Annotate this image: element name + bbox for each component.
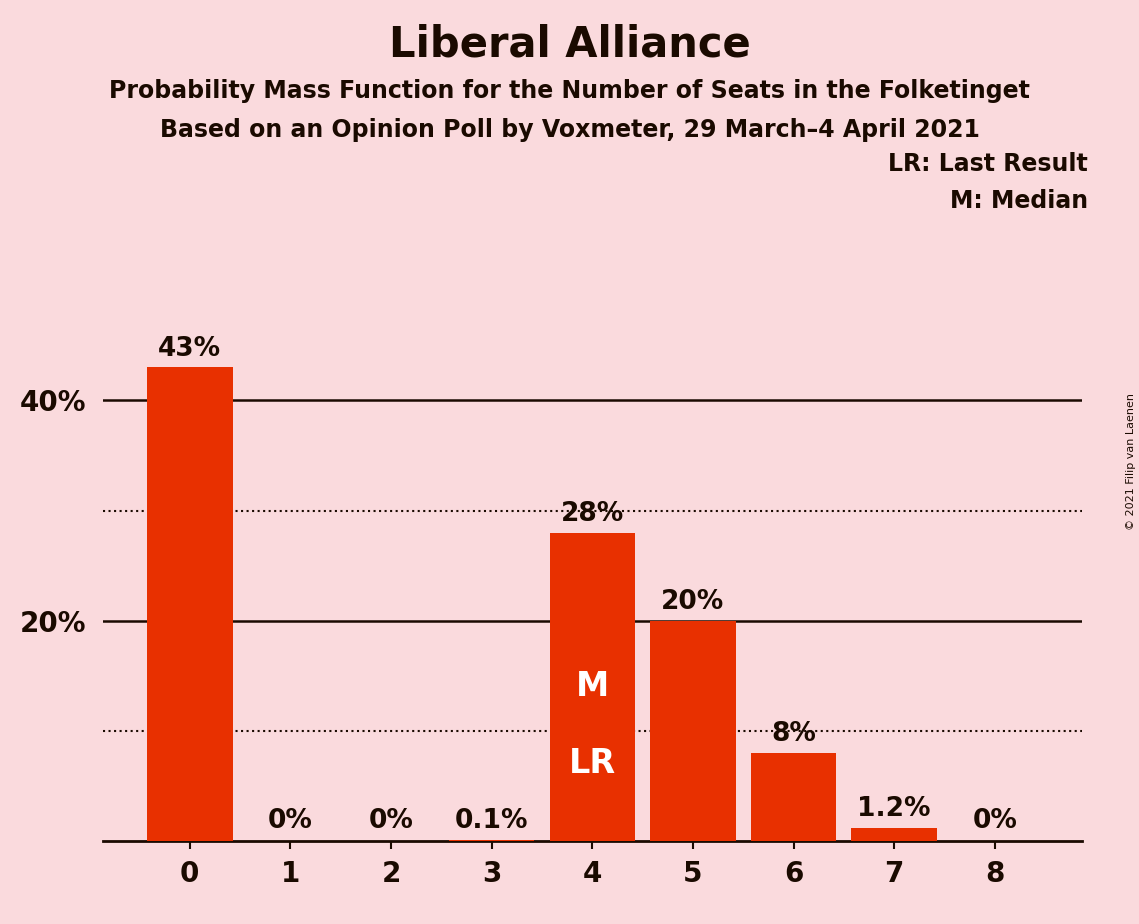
Bar <box>851 828 937 841</box>
Text: 0%: 0% <box>973 808 1017 834</box>
Bar <box>147 368 232 841</box>
Text: LR: Last Result: LR: Last Result <box>888 152 1088 176</box>
Bar <box>449 840 534 841</box>
Text: 8%: 8% <box>771 722 816 748</box>
Bar <box>650 621 736 841</box>
Text: Based on an Opinion Poll by Voxmeter, 29 March–4 April 2021: Based on an Opinion Poll by Voxmeter, 29… <box>159 118 980 142</box>
Bar <box>751 753 836 841</box>
Text: 0%: 0% <box>268 808 313 834</box>
Text: Liberal Alliance: Liberal Alliance <box>388 23 751 65</box>
Bar <box>549 532 636 841</box>
Text: LR: LR <box>568 748 616 780</box>
Text: M: Median: M: Median <box>950 189 1088 213</box>
Text: 0.1%: 0.1% <box>454 808 528 834</box>
Text: Probability Mass Function for the Number of Seats in the Folketinget: Probability Mass Function for the Number… <box>109 79 1030 103</box>
Text: © 2021 Filip van Laenen: © 2021 Filip van Laenen <box>1126 394 1136 530</box>
Text: 1.2%: 1.2% <box>858 796 931 822</box>
Text: 0%: 0% <box>369 808 413 834</box>
Text: 28%: 28% <box>560 501 624 527</box>
Text: 43%: 43% <box>158 336 221 362</box>
Text: 20%: 20% <box>662 590 724 615</box>
Text: M: M <box>575 670 609 703</box>
